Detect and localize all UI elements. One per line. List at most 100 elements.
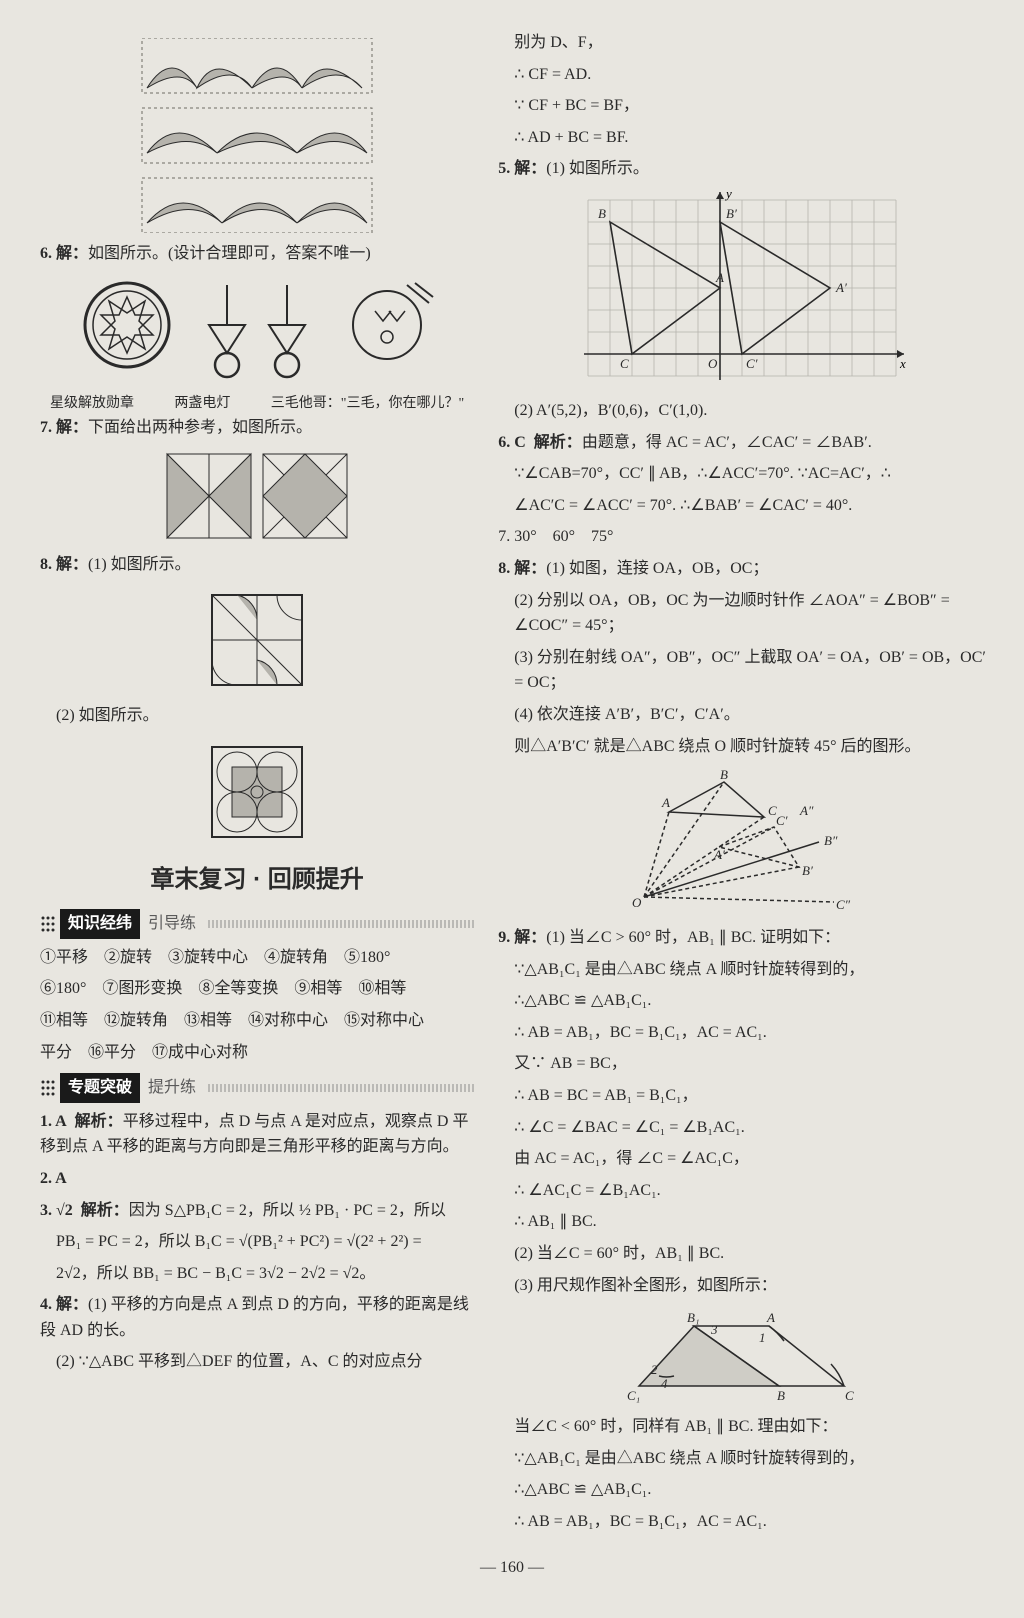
q8-p2: (2) 如图所示。 (40, 703, 474, 729)
svg-text:C′: C′ (746, 356, 758, 371)
r9-l13: 当∠C < 60° 时，同样有 AB₁ ∥ BC. 理由如下： (498, 1414, 989, 1440)
rotation-figure: A B C O A′ C′ A″ B″ C″ B′ (498, 767, 989, 917)
q3-l1: 3. √2 解析：因为 S△PB₁C = 2，所以 ½ PB₁ · PC = 2… (40, 1198, 474, 1224)
chapter-title: 章末复习 · 回顾提升 (40, 861, 474, 899)
svg-text:1: 1 (759, 1330, 766, 1345)
q9-construction-figure: A B₁ B C C₁ 1 2 3 4 (498, 1306, 989, 1406)
svg-text:A′: A′ (835, 280, 847, 295)
badge-captions: 星级解放勋章 两盏电灯 三毛他哥："三毛，你在哪儿？" (40, 393, 474, 415)
svg-text:A: A (766, 1310, 775, 1325)
r6-t1: 由题意，得 AC = AC′，∠CAC′ = ∠BAB′. (582, 434, 872, 451)
page-number: — 160 — (40, 1555, 984, 1581)
tag-grey-2: 提升练 (142, 1073, 202, 1103)
svg-text:4: 4 (661, 1376, 668, 1391)
svg-text:B′: B′ (802, 863, 813, 878)
badge-c2: 两盏电灯 (174, 393, 230, 415)
q1-label: 1. A (40, 1113, 67, 1130)
q8-figure1 (40, 585, 474, 695)
r8-l1: 8. 解：(1) 如图，连接 OA，OB，OC； (498, 556, 989, 582)
svg-text:3: 3 (710, 1322, 718, 1337)
q3-l3: 2√2，所以 BB₁ = BC − B₁C = 3√2 − 2√2 = √2。 (40, 1261, 474, 1287)
kn-3: ⑪相等 ⑫旋转角 ⑬相等 ⑭对称中心 ⑮对称中心 (40, 1008, 474, 1034)
svg-text:B: B (598, 206, 606, 221)
q1-bold: 解析： (75, 1113, 123, 1130)
tag-trail-1 (208, 920, 474, 928)
r5-t1: (1) 如图所示。 (546, 160, 649, 177)
q7-line: 7. 解：下面给出两种参考，如图所示。 (40, 415, 474, 441)
kn-4: 平分 ⑯平分 ⑰成中心对称 (40, 1040, 474, 1066)
r5-p2: (2) A′(5,2)，B′(0,6)，C′(1,0). (498, 398, 989, 424)
page-number-value: 160 (500, 1559, 524, 1576)
strip-group (142, 38, 372, 233)
r6-l1: 6. C 解析：由题意，得 AC = AC′，∠CAC′ = ∠BAB′. (498, 430, 989, 456)
svg-text:C: C (845, 1388, 854, 1403)
svg-text:B: B (720, 767, 728, 782)
svg-text:O: O (632, 895, 642, 910)
r8-l2: (2) 分别以 OA，OB，OC 为一边顺时针作 ∠AOA″ = ∠BOB″ =… (498, 588, 989, 639)
q8-p1: (1) 如图所示。 (88, 556, 191, 573)
r9-l1: 9. 解：(1) 当∠C > 60° 时，AB₁ ∥ BC. 证明如下： (498, 925, 989, 951)
r4-cont3: ∴ AD + BC = BF. (498, 125, 989, 151)
svg-text:A″: A″ (799, 803, 814, 818)
q7-label: 7. 解： (40, 419, 88, 436)
r8-t1: (1) 如图，连接 OA，OB，OC； (546, 560, 768, 577)
r8-label: 8. 解： (498, 560, 546, 577)
r9-l9: ∴ ∠AC₁C = ∠B₁AC₁. (498, 1178, 989, 1204)
r5-line: 5. 解：(1) 如图所示。 (498, 156, 989, 182)
r9-l6: ∴ AB = BC = AB₁ = B₁C₁， (498, 1083, 989, 1109)
svg-text:C″: C″ (836, 897, 851, 912)
q7-figure (40, 449, 474, 544)
tag-black-1: 知识经纬 (60, 909, 140, 939)
q3-bold: 解析： (81, 1202, 129, 1219)
kn-2: ⑥180° ⑦图形变换 ⑧全等变换 ⑨相等 ⑩相等 (40, 976, 474, 1002)
r9-l10: ∴ AB₁ ∥ BC. (498, 1209, 989, 1235)
svg-text:B″: B″ (824, 833, 838, 848)
svg-text:B₁: B₁ (687, 1310, 699, 1325)
r9-t1: (1) 当∠C > 60° 时，AB₁ ∥ BC. 证明如下： (546, 929, 840, 946)
svg-text:B′: B′ (726, 206, 737, 221)
r9-l7: ∴ ∠C = ∠BAC = ∠C₁ = ∠B₁AC₁. (498, 1115, 989, 1141)
svg-text:C₁: C₁ (627, 1388, 640, 1403)
kn-1: ①平移 ②旋转 ③旋转中心 ④旋转角 ⑤180° (40, 945, 474, 971)
knowledge-tag-row: 知识经纬 引导练 (40, 909, 474, 939)
r9-l8: 由 AC = AC₁，得 ∠C = ∠AC₁C， (498, 1146, 989, 1172)
r7: 7. 30° 60° 75° (498, 524, 989, 550)
svg-text:2: 2 (651, 1362, 658, 1377)
tag-trail-2 (208, 1084, 474, 1092)
r9-l5: 又∵ AB = BC， (498, 1051, 989, 1077)
q8-line: 8. 解：(1) 如图所示。 (40, 552, 474, 578)
r9-label: 9. 解： (498, 929, 546, 946)
q4-label: 4. 解： (40, 1296, 88, 1313)
q4-l2: (2) ∵△ABC 平移到△DEF 的位置，A、C 的对应点分 (40, 1349, 474, 1375)
q2-line: 2. A (40, 1166, 474, 1192)
q6-text: 如图所示。(设计合理即可，答案不唯一) (88, 245, 371, 262)
svg-text:C: C (620, 356, 629, 371)
r6-bold: 解析： (534, 434, 582, 451)
r6-label: 6. C (498, 434, 526, 451)
q4-l1: 4. 解：(1) 平移的方向是点 A 到点 D 的方向，平移的距离是线段 AD … (40, 1292, 474, 1343)
r9-l4: ∴ AB = AB₁，BC = B₁C₁，AC = AC₁. (498, 1020, 989, 1046)
r9-l14: ∵△AB₁C₁ 是由△ABC 绕点 A 顺时针旋转得到的， (498, 1446, 989, 1472)
q6-line: 6. 解：如图所示。(设计合理即可，答案不唯一) (40, 241, 474, 267)
svg-text:A′: A′ (713, 847, 725, 862)
badge-c1: 星级解放勋章 (50, 393, 134, 415)
q1-line: 1. A 解析：平移过程中，点 D 与点 A 是对应点，观察点 D 平移到点 A… (40, 1109, 474, 1160)
r8-l5: 则△A′B′C′ 就是△ABC 绕点 O 顺时针旋转 45° 后的图形。 (498, 734, 989, 760)
tag-grey-1: 引导练 (142, 909, 202, 939)
q8-label: 8. 解： (40, 556, 88, 573)
q4-t1: (1) 平移的方向是点 A 到点 D 的方向，平移的距离是线段 AD 的长。 (40, 1296, 469, 1339)
svg-text:C′: C′ (776, 813, 788, 828)
svg-text:A: A (661, 795, 670, 810)
r8-l4: (4) 依次连接 A′B′，B′C′，C′A′。 (498, 702, 989, 728)
r4-cont0: 别为 D、F， (498, 30, 989, 56)
r9-l15: ∴△ABC ≌ △AB₁C₁. (498, 1477, 989, 1503)
q7-text: 下面给出两种参考，如图所示。 (88, 419, 312, 436)
topic-tag-row: 专题突破 提升练 (40, 1073, 474, 1103)
dots-icon (40, 914, 56, 934)
r5-label: 5. 解： (498, 160, 546, 177)
svg-text:O: O (708, 356, 718, 371)
badge-c3: 三毛他哥："三毛，你在哪儿？" (271, 393, 464, 415)
q3-l2: PB₁ = PC = 2，所以 B₁C = √(PB₁² + PC²) = √(… (40, 1229, 474, 1255)
r6-l2: ∵∠CAB=70°，CC′ ∥ AB，∴∠ACC′=70°. ∵AC=AC′，∴ (498, 461, 989, 487)
q2-label: 2. A (40, 1170, 67, 1187)
